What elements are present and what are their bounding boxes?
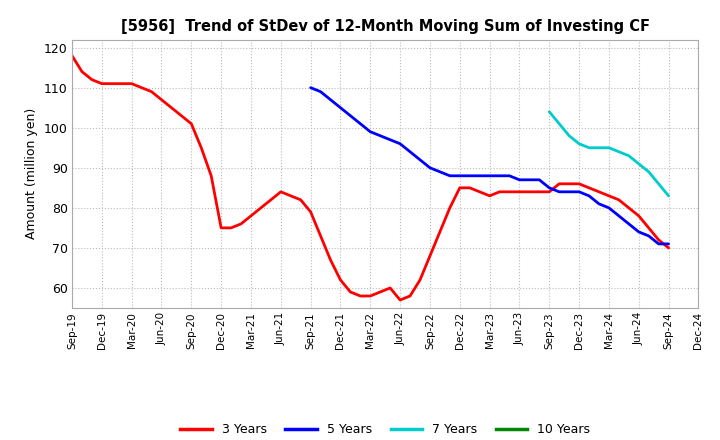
Title: [5956]  Trend of StDev of 12-Month Moving Sum of Investing CF: [5956] Trend of StDev of 12-Month Moving… [121,19,649,34]
Legend: 3 Years, 5 Years, 7 Years, 10 Years: 3 Years, 5 Years, 7 Years, 10 Years [176,418,595,440]
Y-axis label: Amount (million yen): Amount (million yen) [25,108,38,239]
